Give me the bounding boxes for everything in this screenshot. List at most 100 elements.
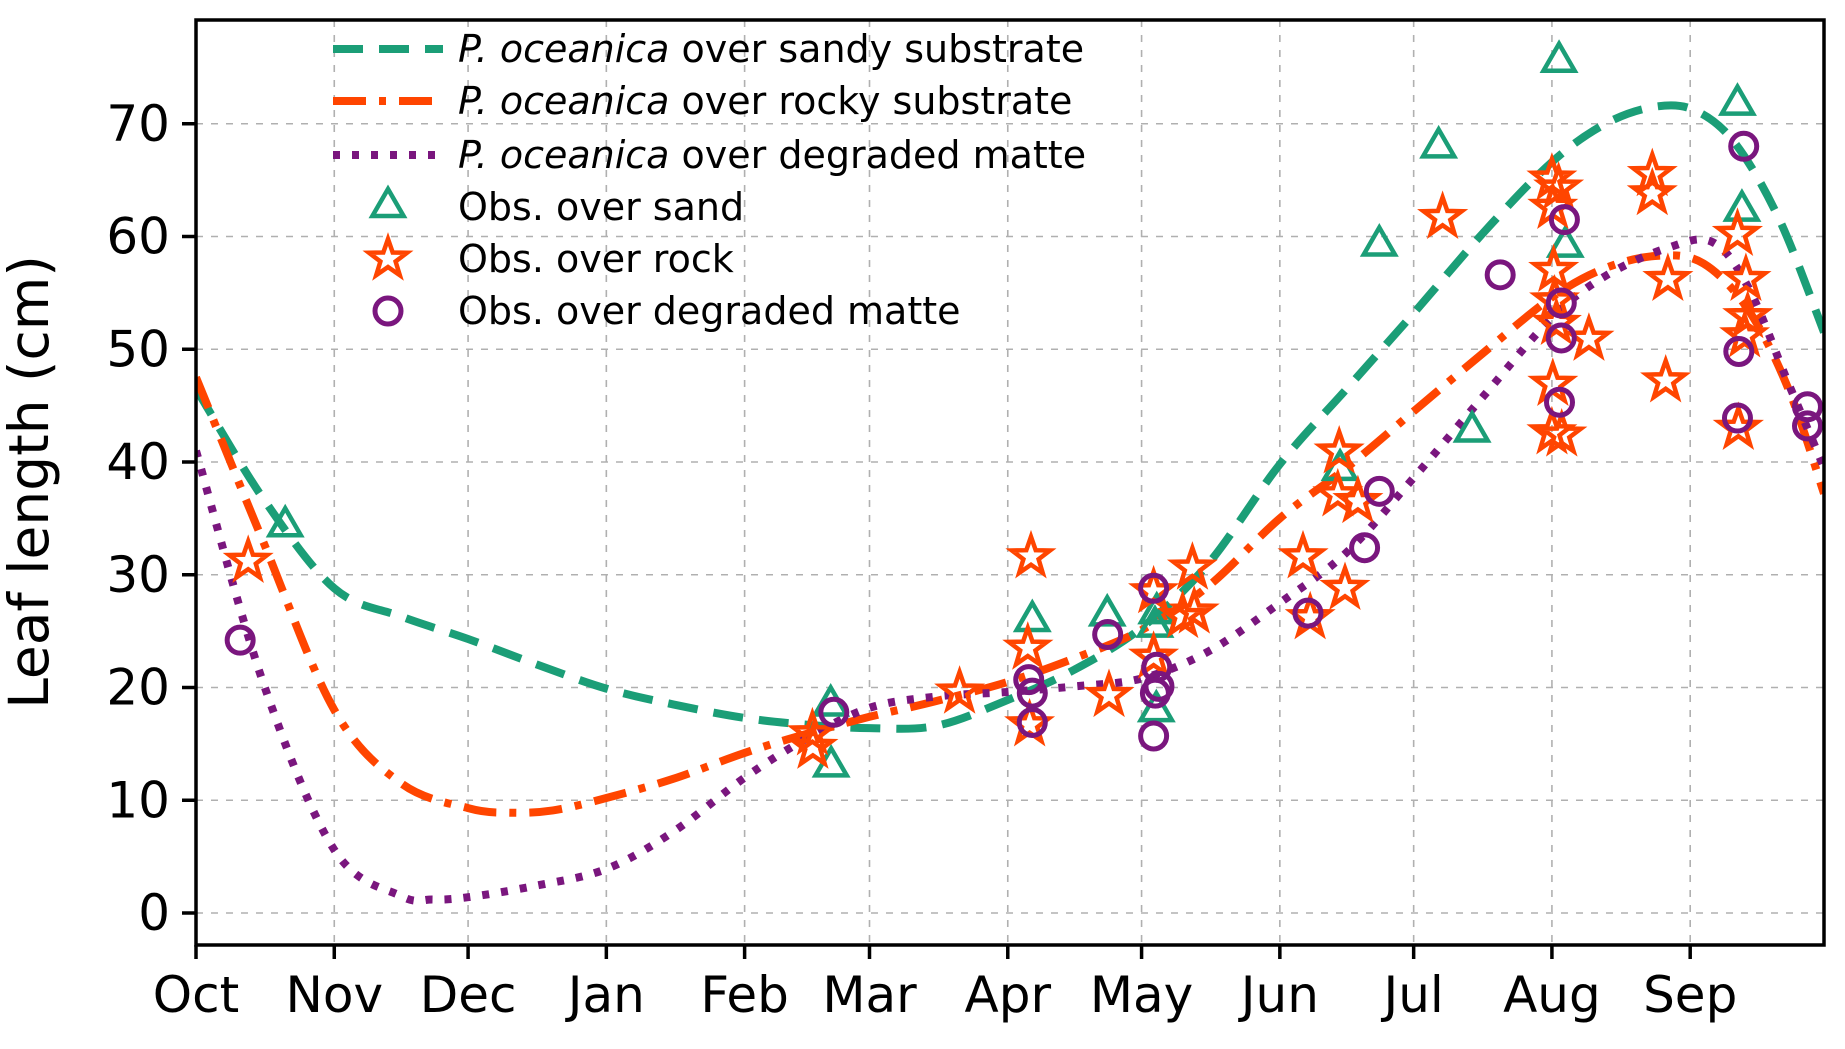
obs-sand-point xyxy=(1545,224,1585,258)
obs-sand-point xyxy=(265,503,305,538)
obs-rock-point xyxy=(1312,467,1364,517)
obs-degraded-point xyxy=(1016,677,1048,709)
y-tick-label: 30 xyxy=(106,546,170,604)
obs-rock-point xyxy=(1720,252,1772,302)
obs-rock-point xyxy=(786,706,838,756)
tick-marks xyxy=(182,122,1692,959)
obs-sand-point xyxy=(1452,409,1492,443)
obs-rock-point xyxy=(1719,308,1771,358)
obs-rock-point xyxy=(1083,668,1135,718)
obs-degraded-point xyxy=(1016,706,1048,738)
obs-degraded-point xyxy=(1484,259,1516,291)
obs-rock-point xyxy=(1005,529,1057,579)
x-tick-label: Mar xyxy=(822,966,917,1024)
y-tick-label: 0 xyxy=(138,884,170,942)
obs-degraded-point xyxy=(1139,677,1171,709)
obs-rock-point xyxy=(1533,161,1585,210)
y-tick-label: 50 xyxy=(106,320,170,378)
y-tick-label: 10 xyxy=(106,771,170,829)
y-tick-label: 70 xyxy=(106,95,170,153)
x-tick-label: Feb xyxy=(700,966,789,1024)
x-tick-label: Apr xyxy=(965,966,1052,1024)
obs-degraded-point xyxy=(1548,204,1580,236)
x-tick-label: Oct xyxy=(153,966,239,1024)
obs-degraded-legend-marker xyxy=(372,295,404,327)
obs-degraded-point xyxy=(1092,619,1124,651)
y-axis-label: Leaf length (cm) xyxy=(0,255,61,709)
fit-degraded-legend-label: P. oceanica over degraded matte xyxy=(458,133,1086,177)
obs-degraded-point xyxy=(1349,532,1381,564)
obs-rock-point xyxy=(1640,353,1692,403)
obs-rock-point xyxy=(1313,425,1365,474)
obs-degraded-legend-label: Obs. over degraded matte xyxy=(458,289,961,333)
fit-rocky-legend-label: P. oceanica over rocky substrate xyxy=(458,79,1072,123)
obs-degraded-point xyxy=(1138,720,1170,752)
x-tick-labels: Oct Nov Dec Jan Feb Mar Apr May Jun Jul Aug Sep xyxy=(153,966,1738,1024)
obs-degraded-point xyxy=(1544,386,1576,418)
obs-rock-point xyxy=(1277,529,1329,579)
obs-degraded-point xyxy=(224,624,256,656)
obs-rock-point xyxy=(1128,630,1180,679)
obs-degraded-point xyxy=(1545,322,1577,354)
obs-degraded-point xyxy=(1292,597,1324,629)
obs-rock-point xyxy=(222,534,274,583)
obs-sand-point xyxy=(1539,39,1579,73)
x-tick-label: Sep xyxy=(1643,966,1737,1024)
obs-rock-point xyxy=(787,720,839,769)
obs-degraded-point xyxy=(1791,391,1823,423)
obs-sand-legend-marker xyxy=(368,184,408,219)
x-tick-label: Jan xyxy=(565,966,645,1024)
obs-rock-point xyxy=(1626,147,1678,197)
obs-rock-point xyxy=(1002,621,1054,670)
obs-sand-point xyxy=(1717,82,1757,116)
x-tick-label: Jul xyxy=(1380,966,1443,1024)
obs-sand-point xyxy=(1722,188,1762,222)
plot-border xyxy=(194,18,1826,947)
obs-rock-point xyxy=(1168,585,1220,634)
obs-rock-point xyxy=(1417,190,1469,240)
x-tick-label: Dec xyxy=(420,966,517,1024)
obs-rock-point xyxy=(1530,296,1582,346)
obs-sand-point xyxy=(1419,124,1459,159)
obs-rock-legend-label: Obs. over rock xyxy=(458,237,734,281)
obs-rock-point xyxy=(1166,541,1218,590)
obs-rock-point xyxy=(1711,207,1764,256)
y-tick-label: 60 xyxy=(106,208,170,266)
obs-degraded-point xyxy=(1138,572,1170,604)
legend: P. oceanica over sandy substrate P. ocean… xyxy=(333,27,1086,333)
x-tick-label: Nov xyxy=(285,966,383,1024)
obs-sand-point xyxy=(1012,598,1052,633)
obs-degraded-point xyxy=(818,696,850,728)
y-tick-label: 20 xyxy=(106,659,170,717)
x-tick-label: May xyxy=(1090,966,1193,1024)
obs-rock-point xyxy=(934,665,986,714)
fit-rocky-curve xyxy=(196,251,1824,817)
obs-sand-point xyxy=(1359,223,1399,257)
fit-curves xyxy=(196,101,1824,905)
obs-sand-point xyxy=(1087,592,1127,627)
obs-rock-point xyxy=(1527,357,1579,406)
obs-degraded-point xyxy=(1721,402,1753,434)
obs-rock-point xyxy=(1319,561,1371,611)
x-tick-label: Aug xyxy=(1503,966,1601,1024)
y-tick-labels: 0 10 20 30 40 50 60 70 xyxy=(106,95,170,942)
obs-rock-point xyxy=(1642,252,1694,302)
obs-rock-point xyxy=(1626,166,1678,216)
obs-degraded-point xyxy=(1363,475,1395,507)
obs-degraded-point xyxy=(1791,410,1823,442)
obs-sand-legend-label: Obs. over sand xyxy=(458,185,744,229)
obs-degraded-point xyxy=(1723,336,1755,368)
obs-rock-legend-marker xyxy=(362,232,414,281)
fit-sandy-curve xyxy=(196,101,1824,733)
obs-degraded-point xyxy=(1545,287,1577,319)
fit-sandy-legend-label: P. oceanica over sandy substrate xyxy=(458,27,1084,71)
obs-rock-point xyxy=(1536,408,1588,457)
x-tick-label: Jun xyxy=(1238,966,1319,1024)
y-tick-label: 40 xyxy=(106,433,170,491)
obs-degraded-point xyxy=(1728,130,1760,162)
obs-rock-point xyxy=(1332,474,1384,524)
axes: Oct Nov Dec Jan Feb Mar Apr May Jun Jul Aug Sep 0 10… xyxy=(0,18,1826,1024)
obs-degraded-point xyxy=(1013,664,1045,696)
